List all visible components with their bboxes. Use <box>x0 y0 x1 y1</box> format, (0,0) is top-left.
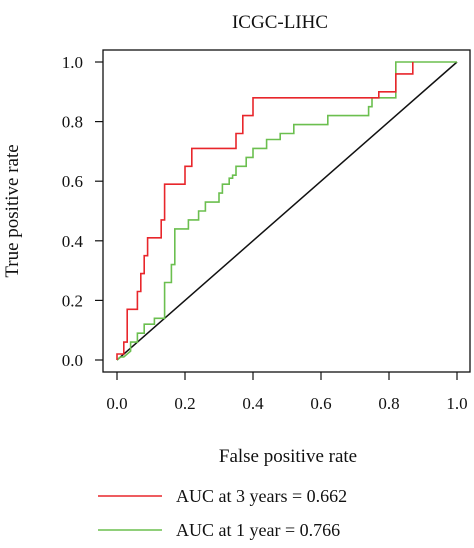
y-tick-label: 1.0 <box>62 53 83 72</box>
x-tick-label: 1.0 <box>446 394 467 413</box>
x-axis-label: False positive rate <box>219 446 357 467</box>
plot-frame <box>102 49 471 373</box>
diagonal-reference-line <box>116 61 458 361</box>
y-axis-ticks: 0.0 0.2 0.4 0.6 0.8 1.0 <box>62 53 103 370</box>
legend-label-1-year: AUC at 1 year = 0.766 <box>176 520 340 540</box>
chart-title: ICGC-LIHC <box>232 12 328 33</box>
x-tick-label: 0.8 <box>378 394 399 413</box>
x-tick-label: 0.6 <box>310 394 331 413</box>
x-tick-label: 0.2 <box>174 394 195 413</box>
y-tick-label: 0.4 <box>62 232 84 251</box>
series-layer <box>116 61 457 361</box>
y-tick-label: 0.2 <box>62 291 83 310</box>
y-tick-label: 0.8 <box>62 113 83 132</box>
y-tick-label: 0.6 <box>62 172 83 191</box>
y-tick-label: 0.0 <box>62 351 83 370</box>
x-axis-ticks: 0.0 0.2 0.4 0.6 0.8 1.0 <box>106 372 468 413</box>
series-line-1-year <box>116 61 457 361</box>
x-tick-label: 0.4 <box>242 394 264 413</box>
legend-label-3-years: AUC at 3 years = 0.662 <box>176 486 347 506</box>
y-axis-label: True positive rate <box>2 144 23 277</box>
series-line-3-years <box>116 62 414 360</box>
legend: AUC at 3 years = 0.662 AUC at 1 year = 0… <box>98 486 347 540</box>
x-tick-label: 0.0 <box>106 394 127 413</box>
